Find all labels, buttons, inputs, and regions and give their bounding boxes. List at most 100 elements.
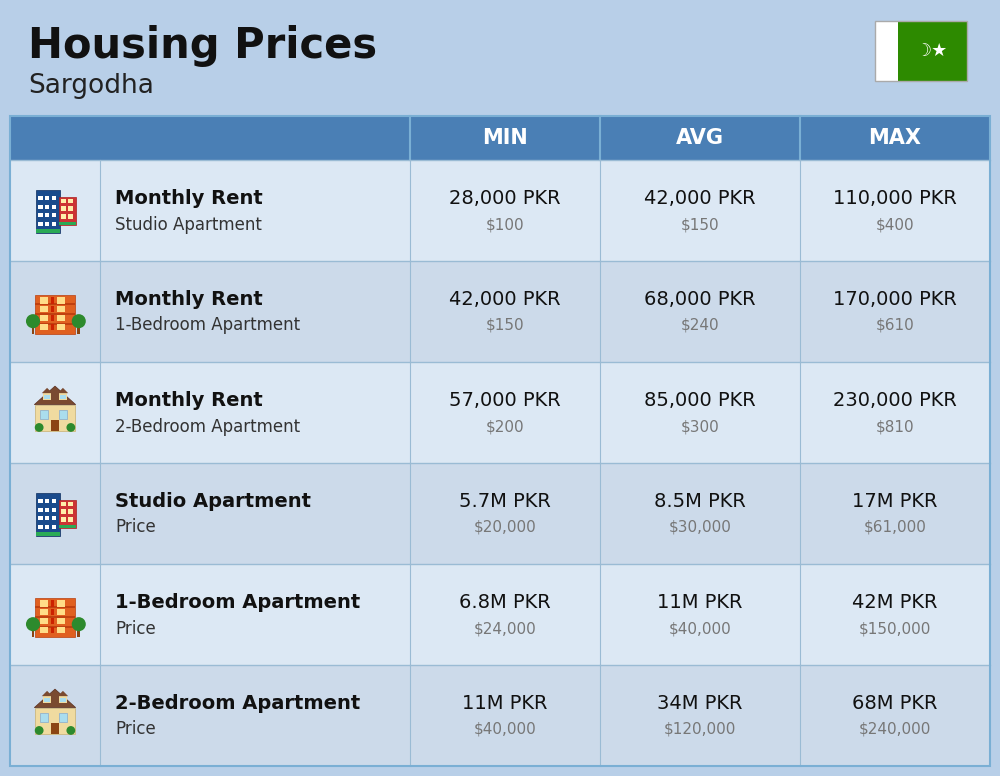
FancyBboxPatch shape bbox=[52, 222, 56, 226]
FancyBboxPatch shape bbox=[61, 501, 66, 506]
FancyBboxPatch shape bbox=[59, 196, 76, 225]
Text: MAX: MAX bbox=[868, 128, 922, 148]
FancyBboxPatch shape bbox=[61, 199, 66, 203]
FancyBboxPatch shape bbox=[36, 494, 60, 535]
Text: 11M PKR: 11M PKR bbox=[462, 694, 548, 713]
Text: 34M PKR: 34M PKR bbox=[657, 694, 743, 713]
FancyBboxPatch shape bbox=[38, 213, 43, 217]
Text: $300: $300 bbox=[681, 419, 719, 434]
Text: $120,000: $120,000 bbox=[664, 722, 736, 737]
FancyBboxPatch shape bbox=[40, 307, 48, 313]
Text: Price: Price bbox=[115, 518, 156, 536]
Polygon shape bbox=[58, 388, 68, 393]
FancyBboxPatch shape bbox=[35, 323, 75, 325]
FancyBboxPatch shape bbox=[10, 665, 990, 766]
Text: $24,000: $24,000 bbox=[474, 621, 536, 636]
Text: $240: $240 bbox=[681, 318, 719, 333]
FancyBboxPatch shape bbox=[35, 607, 75, 608]
FancyBboxPatch shape bbox=[51, 315, 54, 321]
FancyBboxPatch shape bbox=[59, 410, 67, 419]
FancyBboxPatch shape bbox=[38, 516, 43, 521]
FancyBboxPatch shape bbox=[10, 261, 990, 362]
FancyBboxPatch shape bbox=[52, 516, 56, 521]
Text: $400: $400 bbox=[876, 217, 914, 232]
FancyBboxPatch shape bbox=[45, 205, 49, 209]
Text: $20,000: $20,000 bbox=[474, 520, 536, 535]
Polygon shape bbox=[58, 691, 68, 696]
FancyBboxPatch shape bbox=[10, 362, 990, 463]
FancyBboxPatch shape bbox=[45, 213, 49, 217]
FancyBboxPatch shape bbox=[35, 625, 75, 628]
FancyBboxPatch shape bbox=[68, 509, 73, 514]
FancyBboxPatch shape bbox=[40, 410, 48, 419]
FancyBboxPatch shape bbox=[40, 297, 48, 303]
FancyBboxPatch shape bbox=[36, 230, 60, 233]
FancyBboxPatch shape bbox=[45, 196, 49, 200]
FancyBboxPatch shape bbox=[32, 326, 34, 334]
FancyBboxPatch shape bbox=[45, 516, 49, 521]
Circle shape bbox=[66, 423, 75, 432]
FancyBboxPatch shape bbox=[45, 499, 49, 503]
Polygon shape bbox=[42, 388, 52, 393]
Text: $810: $810 bbox=[876, 419, 914, 434]
Text: $610: $610 bbox=[876, 318, 914, 333]
Text: MIN: MIN bbox=[482, 128, 528, 148]
FancyBboxPatch shape bbox=[35, 708, 75, 734]
FancyBboxPatch shape bbox=[59, 696, 67, 703]
Text: Studio Apartment: Studio Apartment bbox=[115, 492, 311, 511]
FancyBboxPatch shape bbox=[51, 723, 59, 734]
Circle shape bbox=[72, 314, 86, 328]
FancyBboxPatch shape bbox=[59, 222, 76, 225]
Text: 57,000 PKR: 57,000 PKR bbox=[449, 391, 561, 410]
FancyBboxPatch shape bbox=[35, 314, 75, 315]
FancyBboxPatch shape bbox=[57, 324, 65, 330]
Text: 1-Bedroom Apartment: 1-Bedroom Apartment bbox=[115, 317, 300, 334]
FancyBboxPatch shape bbox=[57, 627, 65, 633]
Text: ☽★: ☽★ bbox=[916, 42, 948, 60]
FancyBboxPatch shape bbox=[38, 499, 43, 503]
FancyBboxPatch shape bbox=[44, 698, 50, 702]
FancyBboxPatch shape bbox=[38, 196, 43, 200]
FancyBboxPatch shape bbox=[38, 205, 43, 209]
FancyBboxPatch shape bbox=[59, 500, 76, 528]
FancyBboxPatch shape bbox=[68, 517, 73, 521]
FancyBboxPatch shape bbox=[38, 508, 43, 511]
Text: 42,000 PKR: 42,000 PKR bbox=[449, 290, 561, 309]
Circle shape bbox=[66, 726, 75, 735]
Text: $150: $150 bbox=[486, 318, 524, 333]
Text: $150,000: $150,000 bbox=[859, 621, 931, 636]
FancyBboxPatch shape bbox=[57, 307, 65, 313]
Text: $40,000: $40,000 bbox=[474, 722, 536, 737]
FancyBboxPatch shape bbox=[45, 508, 49, 511]
FancyBboxPatch shape bbox=[77, 326, 80, 334]
FancyBboxPatch shape bbox=[51, 618, 54, 624]
Text: Price: Price bbox=[115, 619, 156, 638]
Text: 42,000 PKR: 42,000 PKR bbox=[644, 189, 756, 208]
FancyBboxPatch shape bbox=[51, 420, 59, 431]
FancyBboxPatch shape bbox=[60, 395, 66, 400]
Text: 2-Bedroom Apartment: 2-Bedroom Apartment bbox=[115, 417, 300, 435]
Text: $240,000: $240,000 bbox=[859, 722, 931, 737]
FancyBboxPatch shape bbox=[10, 463, 990, 564]
Text: Housing Prices: Housing Prices bbox=[28, 25, 377, 67]
Text: 68M PKR: 68M PKR bbox=[852, 694, 938, 713]
Text: Monthly Rent: Monthly Rent bbox=[115, 290, 263, 309]
Text: 28,000 PKR: 28,000 PKR bbox=[449, 189, 561, 208]
FancyBboxPatch shape bbox=[35, 598, 75, 636]
Text: 6.8M PKR: 6.8M PKR bbox=[459, 593, 551, 612]
Text: Price: Price bbox=[115, 720, 156, 739]
Text: $40,000: $40,000 bbox=[669, 621, 731, 636]
Text: 85,000 PKR: 85,000 PKR bbox=[644, 391, 756, 410]
FancyBboxPatch shape bbox=[43, 393, 51, 400]
FancyBboxPatch shape bbox=[800, 116, 990, 160]
Text: $200: $200 bbox=[486, 419, 524, 434]
FancyBboxPatch shape bbox=[52, 213, 56, 217]
FancyBboxPatch shape bbox=[10, 160, 990, 261]
FancyBboxPatch shape bbox=[60, 698, 66, 702]
FancyBboxPatch shape bbox=[52, 508, 56, 511]
Text: Sargodha: Sargodha bbox=[28, 73, 154, 99]
Text: Monthly Rent: Monthly Rent bbox=[115, 391, 263, 410]
FancyBboxPatch shape bbox=[898, 21, 967, 81]
Circle shape bbox=[72, 617, 86, 631]
Circle shape bbox=[35, 423, 44, 432]
